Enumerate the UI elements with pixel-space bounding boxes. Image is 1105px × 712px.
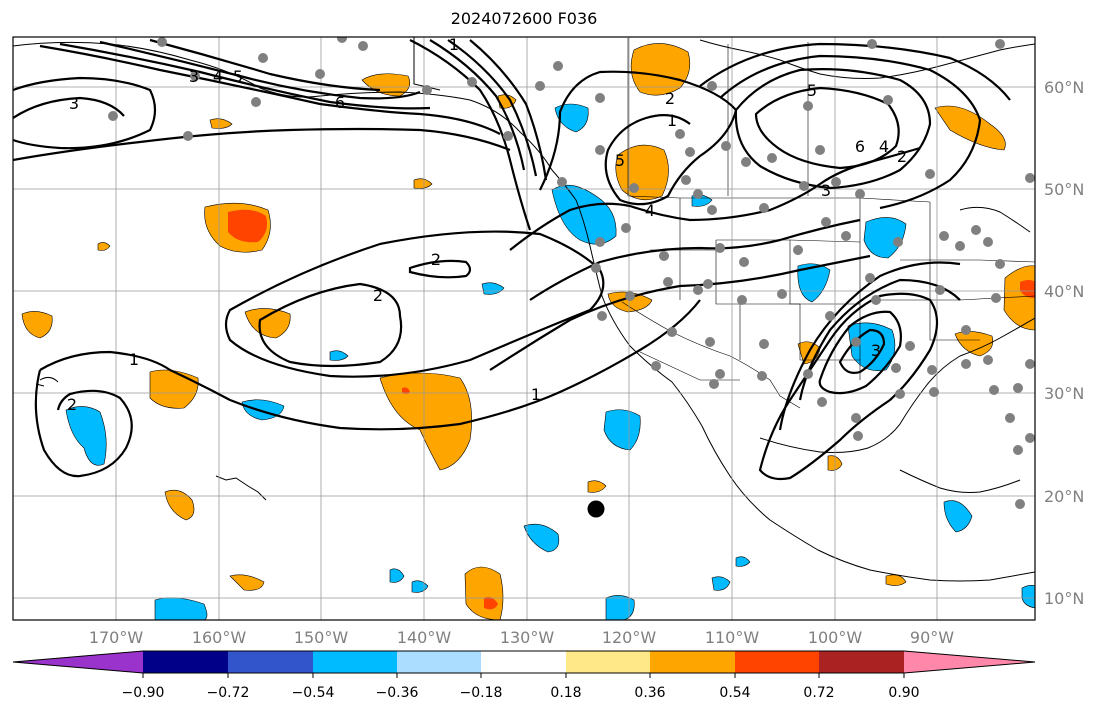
colorbar-tick-label: 0.18 [550, 685, 581, 701]
colorbar-segment [313, 651, 397, 673]
colorbar-segment [13, 651, 143, 673]
contour-label: 4 [879, 137, 889, 156]
contour-label: 4 [213, 67, 223, 86]
contour-label: 1 [531, 385, 541, 404]
longitude-label: 170°W [89, 628, 144, 647]
colorbar-segment [566, 651, 650, 673]
colorbar-segments [12, 650, 1036, 674]
highlighted-location-marker [587, 500, 605, 518]
contour-label: 6 [855, 137, 865, 156]
contour-label: 2 [897, 147, 907, 166]
contour-label: 5 [807, 81, 817, 100]
colorbar-tick-label: −0.54 [292, 685, 335, 701]
longitude-label: 110°W [705, 628, 760, 647]
latitude-label: 50°N [1044, 180, 1084, 199]
contour-label: 1 [449, 35, 459, 54]
latitude-label: 20°N [1044, 487, 1084, 506]
contour-label: 2 [431, 250, 441, 269]
longitude-label: 140°W [397, 628, 452, 647]
colorbar-segment [228, 651, 313, 673]
gridlines [13, 37, 1035, 620]
contour-label: 2 [373, 286, 383, 305]
map-area: 3 5 3 4 6 1 2 5 4 2 2 1 1 1 2 6 4 3 2 3 … [13, 35, 1035, 620]
colorbar-segment [650, 651, 735, 673]
colorbar-tick-labels: −0.90 −0.72 −0.54 −0.36 −0.18 0.18 0.36 … [122, 685, 920, 701]
contour-label: 5 [233, 67, 243, 86]
longitude-label: 160°W [192, 628, 247, 647]
colorbar-tick-label: −0.90 [122, 685, 165, 701]
colorbar-tick-label: 0.54 [719, 685, 750, 701]
longitude-label: 90°W [910, 628, 954, 647]
contour-label: 3 [871, 341, 881, 360]
colorbar-tick-label: 0.72 [803, 685, 834, 701]
latitude-label: 30°N [1044, 384, 1084, 403]
colorbar: −0.90 −0.72 −0.54 −0.36 −0.18 0.18 0.36 … [12, 650, 1036, 701]
colorbar-tick-label: 0.90 [888, 685, 919, 701]
map-title: 2024072600 F036 [450, 9, 598, 28]
colorbar-tick-label: 0.36 [634, 685, 665, 701]
longitude-label: 100°W [808, 628, 863, 647]
colorbar-segment [481, 651, 566, 673]
longitude-label: 150°W [294, 628, 349, 647]
contour-label: 2 [67, 395, 77, 414]
latitude-label: 10°N [1044, 589, 1084, 608]
colorbar-ticks [142, 673, 905, 678]
coastlines [13, 37, 1035, 582]
longitude-label: 120°W [602, 628, 657, 647]
observation-points [108, 37, 1035, 509]
negative-anomaly-shading [65, 103, 1035, 620]
contour-label: 1 [129, 350, 139, 369]
contour-label: 3 [189, 67, 199, 86]
contour-label: 3 [69, 94, 79, 113]
contour-label: 4 [645, 201, 655, 220]
contour-label: 1 [667, 111, 677, 130]
contour-label: 5 [615, 151, 625, 170]
contour-label: 2 [665, 89, 675, 108]
contour-label: 3 [821, 181, 831, 200]
contour-lines [13, 38, 1011, 481]
latitude-label: 40°N [1044, 282, 1084, 301]
colorbar-tick-label: −0.36 [376, 685, 419, 701]
colorbar-tick-label: −0.72 [207, 685, 250, 701]
contour-label: 6 [335, 93, 345, 112]
colorbar-segment [735, 651, 819, 673]
strong-positive-shading [228, 209, 1035, 610]
latitude-label: 60°N [1044, 78, 1084, 97]
colorbar-segment [904, 651, 1035, 673]
colorbar-segment [397, 651, 481, 673]
map-frame [12, 36, 1036, 621]
longitude-label: 130°W [500, 628, 555, 647]
contour-labels: 3 5 3 4 6 1 2 5 4 2 2 1 1 1 2 6 4 3 2 3 … [67, 35, 907, 414]
longitude-labels: 170°W 160°W 150°W 140°W 130°W 120°W 110°… [89, 628, 954, 647]
colorbar-segment [143, 651, 228, 673]
latitude-labels: 60°N 50°N 40°N 30°N 20°N 10°N [1044, 78, 1084, 608]
colorbar-tick-label: −0.18 [460, 685, 503, 701]
colorbar-segment [819, 651, 904, 673]
